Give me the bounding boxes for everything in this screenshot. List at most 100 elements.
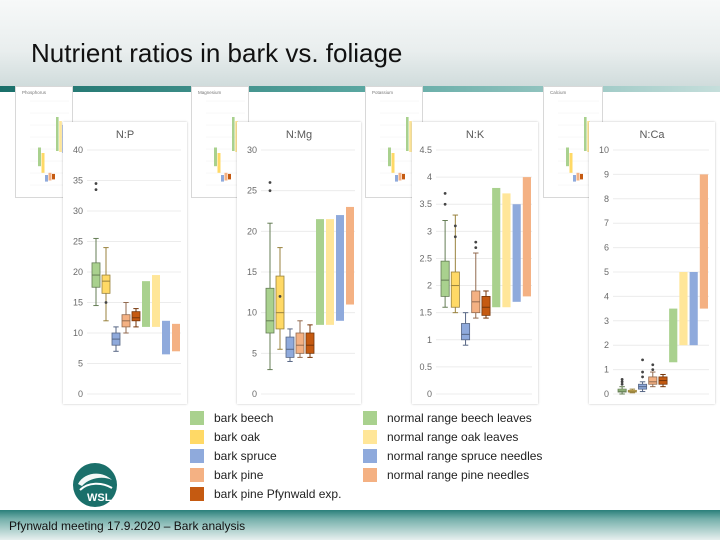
legend-swatch xyxy=(363,430,377,444)
y-tick-label: 10 xyxy=(247,308,257,318)
y-tick-label: 8 xyxy=(604,194,609,204)
footer-band xyxy=(0,510,720,540)
mini-box xyxy=(576,172,580,181)
normal-range-bar xyxy=(492,187,501,308)
mini-box xyxy=(45,175,48,182)
mini-range xyxy=(56,117,59,151)
chart-title: N:K xyxy=(466,129,485,141)
box-mark xyxy=(450,271,460,308)
normal-range-bar xyxy=(502,193,511,308)
chart-panel-nk: N:K 0 0.5 1 1.5 2 2.5 3 3.5 4 4.5 xyxy=(412,122,538,404)
normal-range-bar xyxy=(316,219,324,325)
y-tick-label: 5 xyxy=(604,267,609,277)
legend-swatch xyxy=(363,468,377,482)
y-tick-label: 1 xyxy=(427,335,432,345)
outlier-point xyxy=(443,191,447,195)
normal-range-bar xyxy=(152,275,160,327)
chart-title: N:Ca xyxy=(639,129,665,141)
mini-range xyxy=(587,121,590,152)
legend-swatch xyxy=(363,411,377,425)
mini-range xyxy=(409,121,412,152)
chart-panel-nmg: N:Mg 0 5 10 15 20 25 30 xyxy=(237,122,361,404)
slide-title: Nutrient ratios in bark vs. foliage xyxy=(31,38,403,68)
mini-box xyxy=(221,175,224,182)
y-tick-label: 4 xyxy=(427,172,432,182)
mini-chart-title: Potassium xyxy=(372,90,393,95)
y-tick-label: 1.5 xyxy=(419,308,432,318)
normal-range-bar xyxy=(679,272,688,346)
y-tick-label: 2 xyxy=(604,340,609,350)
chart-np: N:P 0 5 10 15 20 25 30 35 40 xyxy=(73,129,181,399)
box-mark xyxy=(295,332,305,354)
legend-swatch xyxy=(190,468,204,482)
y-tick-label: 0.5 xyxy=(419,362,432,372)
legend-swatch xyxy=(363,449,377,463)
y-tick-label: 25 xyxy=(247,186,257,196)
mini-box xyxy=(52,173,55,180)
y-tick-label: 15 xyxy=(247,267,257,277)
legend: bark beech bark oak bark spruce bark pin… xyxy=(190,411,550,511)
outlier-point xyxy=(268,181,272,184)
outlier-point xyxy=(268,189,272,193)
outlier-point xyxy=(641,358,644,362)
y-tick-label: 1 xyxy=(604,365,609,375)
y-tick-label: 0 xyxy=(252,389,257,399)
normal-range-bar xyxy=(336,215,344,321)
chart-nmg: N:Mg 0 5 10 15 20 25 30 xyxy=(247,129,355,399)
y-tick-label: 30 xyxy=(247,145,257,155)
mini-chart-title: Calcium xyxy=(550,90,567,95)
y-tick-label: 9 xyxy=(604,169,609,179)
logo-text: WSL xyxy=(87,492,112,504)
mini-range xyxy=(235,121,238,152)
mini-box xyxy=(580,173,583,180)
chart-title: N:P xyxy=(116,129,134,141)
normal-range-bar xyxy=(522,177,531,297)
y-tick-label: 5 xyxy=(252,348,257,358)
outlier-point xyxy=(278,295,282,298)
y-tick-label: 2.5 xyxy=(419,253,432,263)
mini-range xyxy=(59,121,62,152)
outlier-point xyxy=(94,182,98,185)
mini-range xyxy=(584,117,587,151)
y-tick-label: 15 xyxy=(73,298,83,308)
chart-panel-np: N:P 0 5 10 15 20 25 30 35 40 xyxy=(63,122,187,404)
outlier-point xyxy=(104,301,108,304)
mini-box xyxy=(573,175,576,182)
y-tick-label: 7 xyxy=(604,218,609,228)
y-tick-label: 0 xyxy=(604,389,609,399)
normal-range-bar xyxy=(162,320,170,355)
outlier-point xyxy=(620,380,624,384)
outlier-point xyxy=(641,375,644,379)
chart-nk: N:K 0 0.5 1 1.5 2 2.5 3 3.5 4 4.5 xyxy=(419,129,532,399)
y-tick-label: 25 xyxy=(73,237,83,247)
box-mark xyxy=(285,336,295,358)
mini-box xyxy=(398,172,402,181)
y-tick-label: 40 xyxy=(73,145,83,155)
mini-chart-title: Phosphorus xyxy=(22,90,47,95)
y-tick-label: 35 xyxy=(73,176,83,186)
title-band xyxy=(0,0,720,92)
y-tick-label: 4.5 xyxy=(419,145,432,155)
mini-chart-title: Magnesium xyxy=(198,90,222,95)
legend-swatch xyxy=(190,430,204,444)
normal-range-bar xyxy=(172,323,180,352)
y-tick-label: 10 xyxy=(73,328,83,338)
box-mark xyxy=(461,323,471,341)
mini-box xyxy=(569,153,573,173)
box-mark xyxy=(648,376,658,385)
outlier-point xyxy=(641,370,644,374)
y-tick-label: 30 xyxy=(73,206,83,216)
outlier-point xyxy=(474,246,478,249)
box-mark xyxy=(101,274,111,294)
y-tick-label: 20 xyxy=(247,226,257,236)
chart-title: N:Mg xyxy=(286,129,312,141)
box-mark xyxy=(275,275,285,330)
footer-text: Pfynwald meeting 17.9.2020 – Bark analys… xyxy=(9,519,246,533)
chart-panel-nca: N:Ca 0 1 2 3 4 5 6 7 8 9 10 xyxy=(589,122,715,404)
mini-range xyxy=(232,117,235,151)
y-tick-label: 20 xyxy=(73,267,83,277)
y-tick-label: 3 xyxy=(427,226,432,236)
title-divider xyxy=(0,86,720,92)
y-tick-label: 4 xyxy=(604,291,609,301)
mini-box xyxy=(228,173,231,180)
